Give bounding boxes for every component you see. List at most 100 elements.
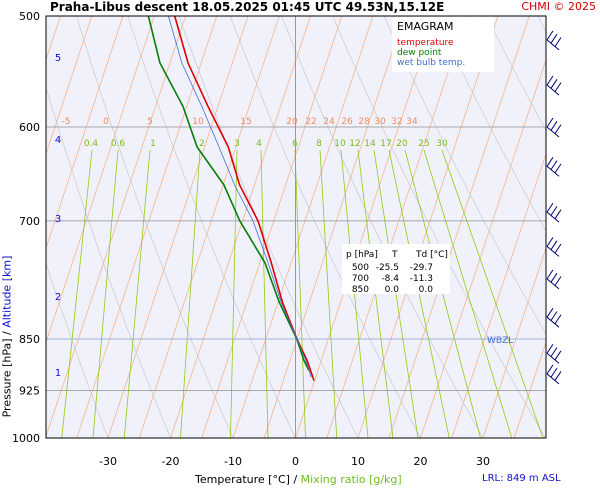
table-cell: 850 bbox=[352, 285, 369, 295]
table-cell: -11.3 bbox=[410, 274, 433, 284]
mixing-ratio-label: 20 bbox=[396, 139, 408, 149]
isotherm-label: 24 bbox=[323, 117, 335, 127]
legend-item-dew-point: dew point bbox=[397, 48, 442, 58]
series-dew-point bbox=[147, 15, 310, 371]
table-header: T bbox=[391, 250, 398, 260]
wbzl-label: WBZL bbox=[487, 336, 513, 346]
isotherm-label: 5 bbox=[147, 117, 153, 127]
isotherm-label: 0 bbox=[103, 117, 109, 127]
summary-table: p [hPa] T Td [°C] 500 -25.5 -29.7 700 -8.4 -11.3… bbox=[342, 244, 450, 295]
dry-adiabat-line bbox=[46, 262, 109, 438]
dry-adiabat-line bbox=[127, 16, 296, 438]
table-header: p [hPa] bbox=[346, 250, 378, 260]
isotherm-line bbox=[295, 16, 436, 438]
dry-adiabat-line bbox=[76, 16, 234, 438]
mixing-ratio-label: 3 bbox=[234, 139, 240, 149]
isotherm-label: 26 bbox=[341, 117, 353, 127]
isotherm-line bbox=[232, 16, 374, 438]
mixing-ratio-label: 14 bbox=[364, 139, 376, 149]
wind-barb bbox=[546, 343, 562, 364]
altitude-km-label: 5 bbox=[55, 53, 61, 64]
dry-adiabat-line bbox=[46, 86, 171, 438]
legend-item-wet-bulb: wet bulb temp. bbox=[397, 58, 465, 68]
x-axis-label-separator: / bbox=[289, 473, 301, 486]
isotherm-label: 30 bbox=[374, 117, 386, 127]
isotherm-line bbox=[76, 16, 218, 438]
wind-barb bbox=[546, 307, 562, 328]
y-tick-label: 700 bbox=[19, 215, 40, 228]
isotherm-line bbox=[46, 16, 124, 250]
legend-item-temperature: temperature bbox=[397, 38, 454, 48]
isotherm-line bbox=[107, 16, 249, 438]
table-cell: 0.0 bbox=[385, 285, 400, 295]
copyright-label: CHMI © 2025 bbox=[521, 0, 596, 13]
wind-barb bbox=[546, 117, 562, 138]
isotherm-line bbox=[263, 16, 405, 438]
table-background bbox=[342, 244, 450, 294]
chart-title: Praha-Libus descent 18.05.2025 01:45 UTC… bbox=[50, 0, 445, 14]
table-cell: 700 bbox=[352, 274, 369, 284]
mixing-ratio-line bbox=[61, 149, 93, 438]
y-tick-label: 850 bbox=[19, 333, 40, 346]
mixing-ratio-line bbox=[294, 149, 306, 438]
isotherm-line bbox=[326, 16, 468, 438]
isotherm-line bbox=[357, 16, 499, 438]
mixing-ratio-label: 0.6 bbox=[111, 139, 126, 149]
mixing-ratio-label: 12 bbox=[349, 139, 360, 149]
mixing-ratio-line bbox=[180, 149, 201, 438]
table-cell: -29.7 bbox=[410, 263, 433, 273]
table-cell: -25.5 bbox=[376, 263, 399, 273]
dry-adiabat-line bbox=[229, 16, 421, 438]
isotherm-label: 20 bbox=[286, 117, 298, 127]
wind-barb bbox=[546, 364, 562, 385]
x-tick-label: 20 bbox=[414, 455, 428, 468]
y-tick-label: 925 bbox=[19, 385, 40, 398]
dry-adiabat-line bbox=[434, 16, 546, 232]
dry-adiabat-line bbox=[589, 16, 600, 438]
isotherm-lines bbox=[46, 16, 546, 438]
mixing-ratio-line bbox=[230, 149, 238, 438]
wind-barbs bbox=[546, 30, 562, 385]
isotherm-line bbox=[388, 16, 530, 438]
mixing-ratio-label: 1 bbox=[150, 139, 156, 149]
isotherm-line bbox=[138, 16, 280, 438]
x-tick-label: -20 bbox=[162, 455, 180, 468]
isotherm-label: 10 bbox=[192, 117, 204, 127]
altitude-km-label: 2 bbox=[55, 292, 61, 303]
isotherm-line bbox=[513, 341, 546, 438]
x-tick-label: 10 bbox=[351, 455, 365, 468]
x-tick-label: -30 bbox=[99, 455, 117, 468]
y-tick-label: 600 bbox=[19, 121, 40, 134]
y-axis-label-altitude: Altitude [km] bbox=[0, 255, 14, 328]
mixing-ratio-label: 6 bbox=[292, 139, 298, 149]
mixing-ratio-label: 2 bbox=[199, 139, 205, 149]
dry-adiabat-line bbox=[178, 16, 359, 438]
dry-adiabat-line bbox=[486, 16, 546, 132]
table-cell: 0.0 bbox=[419, 285, 434, 295]
altitude-km-label: 4 bbox=[55, 135, 61, 146]
isotherm-label: 22 bbox=[305, 117, 316, 127]
plot-border bbox=[45, 15, 547, 439]
x-tick-label: 0 bbox=[292, 455, 299, 468]
isotherm-line bbox=[482, 246, 546, 438]
y-tick-label: 1000 bbox=[12, 432, 40, 445]
x-axis-label: Temperature [°C] / Mixing ratio [g/kg] bbox=[195, 473, 402, 486]
altitude-km-label: 1 bbox=[55, 368, 61, 379]
legend: EMAGRAM temperature dew point wet bulb t… bbox=[392, 17, 494, 72]
mixing-ratio-line bbox=[92, 149, 119, 438]
isotherm-label: 34 bbox=[406, 117, 418, 127]
mixing-ratio-label: 17 bbox=[380, 139, 391, 149]
mixing-ratio-label: 4 bbox=[256, 139, 262, 149]
x-axis-label-mixing-ratio: Mixing ratio [g/kg] bbox=[300, 473, 402, 486]
mixing-ratio-label: 25 bbox=[418, 139, 429, 149]
isotherm-line bbox=[451, 152, 546, 438]
isotherm-label: 32 bbox=[391, 117, 402, 127]
wind-barb bbox=[546, 202, 562, 223]
wind-barb bbox=[546, 269, 562, 290]
y-axis-label: Pressure [hPa] / Altitude [km] bbox=[0, 230, 16, 430]
mixing-ratio-line bbox=[260, 149, 269, 438]
wind-barb bbox=[546, 30, 562, 51]
mixing-ratio-label: 30 bbox=[436, 139, 448, 149]
wind-barb bbox=[546, 75, 562, 96]
